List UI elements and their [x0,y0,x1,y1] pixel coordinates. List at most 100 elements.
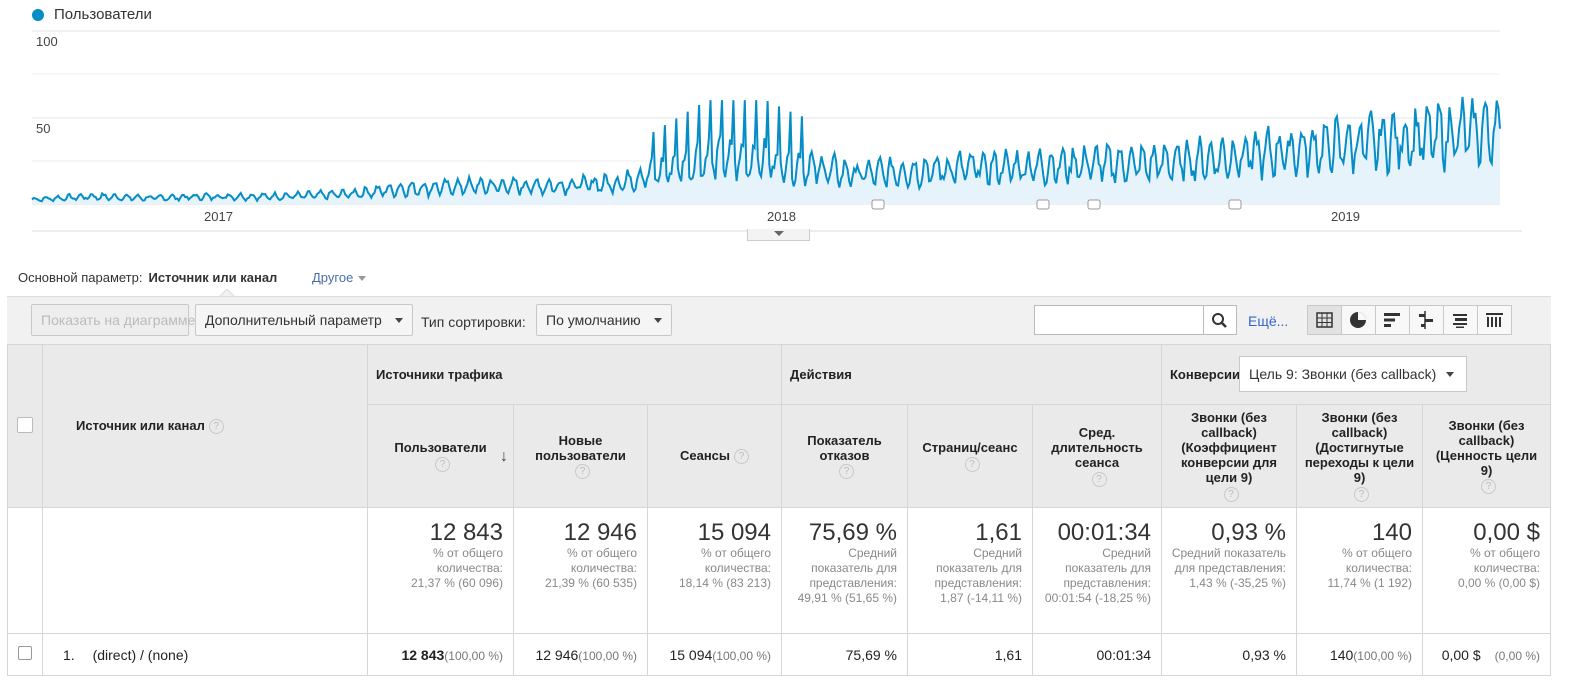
other-dimension-dropdown[interactable]: Другое [312,270,366,285]
col-header-label: Пользователи [394,440,487,456]
col-header-label: Сред. длительность сеанса [1051,425,1143,471]
help-icon[interactable]: ? [734,449,750,465]
more-options-link[interactable]: Ещё... [1248,313,1289,329]
row-avg-duration: 00:01:34 [1032,633,1162,676]
chart-plot[interactable] [0,0,1569,245]
grid-icon [1316,312,1333,328]
annotation-marker-icon[interactable] [1036,199,1050,210]
total-value: 15 094 [697,519,771,546]
col-header-goal-conv-rate[interactable]: Звонки (без callback) (Коэффициент конве… [1161,404,1297,508]
total-avg-duration: 00:01:34 Средний показатель для представл… [1032,507,1162,634]
view-table-button[interactable] [1307,305,1342,335]
cell-percent: (100,00 %) [712,648,771,663]
total-sub: % от общего количества: [1470,546,1540,575]
legend-label[interactable]: Пользователи [54,6,152,23]
col-header-pages-per-session[interactable]: Страниц/сеанс? [907,404,1033,508]
col-header-goal-value[interactable]: Звонки (без callback) (Ценность цели 9)? [1422,404,1551,508]
pivot-icon [1486,313,1503,327]
primary-dimension: Основной параметр: Источник или канал [18,270,277,285]
search-icon [1212,313,1227,328]
col-header-label: Новые пользователи [535,432,626,463]
dimension-header[interactable]: Источник или канал? [42,344,368,508]
col-header-label: Показатель отказов [807,432,882,463]
cell-value: 12 946 [535,646,579,663]
total-value: 0,93 % [1211,519,1286,546]
col-header-label: Звонки (без callback) (Коэффициент конве… [1180,410,1278,486]
search-button[interactable] [1203,305,1237,335]
row-checkbox[interactable] [18,646,32,660]
sort-type-dropdown[interactable]: По умолчанию [536,304,672,336]
total-sub: % от общего количества: [1342,546,1412,575]
annotation-marker-icon[interactable] [871,199,885,210]
total-sessions: 15 094% от общего количества: 18,14 % (83… [647,507,782,634]
total-sub: 21,37 % (60 096) [410,576,503,590]
view-pie-button[interactable] [1341,305,1376,335]
dimension-header-label: Источник или канал [76,417,205,433]
help-icon[interactable]: ? [1091,471,1107,487]
row-users: 12 843(100,00 %) [367,633,514,676]
group-behavior: Действия [781,344,1162,405]
col-header-sessions[interactable]: Сеансы? [647,404,782,508]
caret-down-icon [654,318,662,323]
table-search-input[interactable] [1034,305,1204,335]
col-header-avg-duration[interactable]: Сред. длительность сеанса? [1032,404,1162,508]
row-source-link[interactable]: (direct) / (none) [92,646,189,663]
total-sub: % от общего количества: [567,546,637,575]
x-tick-2018: 2018 [767,209,796,224]
help-icon[interactable]: ? [208,419,224,435]
annotation-marker-icon[interactable] [1087,199,1101,210]
cell-value: 0,00 $ [1441,646,1481,663]
total-sub: Средний показатель для представления: [1171,546,1286,575]
cell-value: 0,93 % [1242,646,1286,663]
totals-empty-cell [42,507,368,634]
sort-desc-arrow-icon: ↓ [500,448,508,465]
totals-empty-cell [7,507,43,634]
help-icon[interactable]: ? [1223,486,1239,502]
y-tick-100: 100 [36,34,58,49]
help-icon[interactable]: ? [575,464,590,480]
total-sub: Средний показатель для представления: [809,546,897,590]
conversion-goal-value: Цель 9: Звонки (без callback) [1249,366,1437,382]
total-value: 00:01:34 [1057,519,1151,546]
secondary-dimension-label: Дополнительный параметр [205,312,382,328]
view-pivot-button[interactable] [1477,305,1512,335]
row-goal-conv-rate: 0,93 % [1161,633,1297,676]
total-value: 0,00 $ [1473,519,1540,546]
col-header-new-users[interactable]: Новые пользователи? [513,404,648,508]
plot-rows-button[interactable]: Показать на диаграмме [31,304,195,336]
help-icon[interactable]: ? [1354,486,1369,502]
total-value: 1,61 [975,519,1022,546]
series-area [32,96,1500,204]
view-comparison-button[interactable] [1409,305,1444,335]
total-sub: 18,14 % (83 213) [678,576,771,590]
table-row[interactable]: 1. (direct) / (none) 12 843(100,00 %) 12… [7,633,1551,676]
help-icon[interactable]: ? [1481,479,1496,495]
total-sub: 21,39 % (60 535) [544,576,637,590]
total-sub: 49,91 % (51,65 %) [797,591,897,605]
users-chart: Пользователи 100 50 2017 2018 2019 [0,0,1569,245]
view-term-cloud-button[interactable] [1443,305,1478,335]
annotation-marker-icon[interactable] [1228,199,1242,210]
col-header-bounce-rate[interactable]: Показатель отказов? [781,404,908,508]
cell-percent: (0,00 %) [1494,648,1540,663]
totals-row: 12 843% от общего количества: 21,37 % (60… [7,507,1551,634]
help-icon[interactable]: ? [964,456,980,472]
col-header-label: Страниц/сеанс [922,440,1018,456]
help-icon[interactable]: ? [839,464,854,480]
view-performance-button[interactable] [1375,305,1410,335]
row-new-users: 12 946(100,00 %) [513,633,648,676]
group-acquisition: Источники трафика [367,344,782,405]
total-value: 140 [1371,519,1412,546]
conversion-goal-dropdown[interactable]: Цель 9: Звонки (без callback) [1239,356,1467,392]
chart-collapse-handle[interactable] [747,229,810,241]
total-sub: % от общего количества: [701,546,771,575]
select-all-checkbox[interactable] [17,416,33,433]
cell-percent: (100,00 %) [1353,648,1412,663]
primary-dimension-value[interactable]: Источник или канал [148,270,278,285]
help-icon[interactable]: ? [435,456,450,472]
sort-type-value: По умолчанию [546,312,641,328]
col-header-users[interactable]: Пользователи? ↓ [367,404,514,508]
secondary-dimension-dropdown[interactable]: Дополнительный параметр [195,304,413,336]
total-bounce-rate: 75,69 % Средний показатель для представле… [781,507,908,634]
col-header-goal-completions[interactable]: Звонки (без callback) (Достигнутые перех… [1296,404,1423,508]
